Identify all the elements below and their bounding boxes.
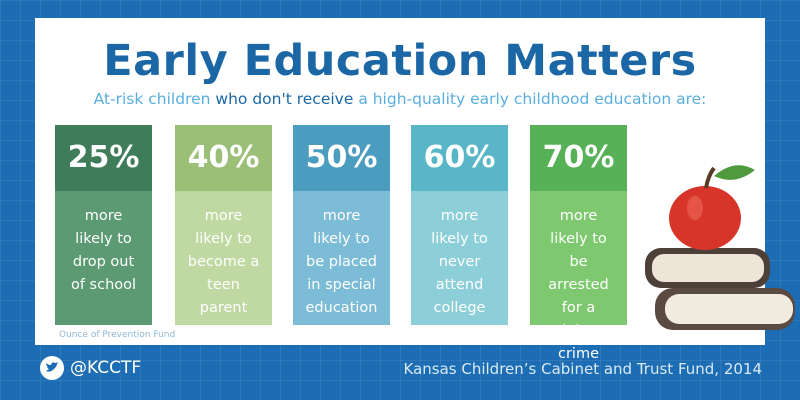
stat-card: 40% more likely to become a teen parent bbox=[175, 125, 272, 325]
subtitle-part: a high-quality early childhood education… bbox=[358, 90, 707, 108]
stat-text: more likely to be placed in special educ… bbox=[293, 191, 390, 325]
stat-text: more likely to be arrested for a violent… bbox=[530, 191, 627, 362]
panel: Early Education Matters At-risk children… bbox=[35, 18, 795, 362]
twitter-icon bbox=[40, 356, 64, 380]
credit: Kansas Children’s Cabinet and Trust Fund… bbox=[403, 360, 763, 378]
source: Ounce of Prevention Fund bbox=[59, 330, 176, 340]
stat-text: more likely to become a teen parent bbox=[175, 191, 272, 325]
stat-card: 50% more likely to be placed in special e… bbox=[293, 125, 390, 325]
apple-books-illustration bbox=[645, 165, 795, 330]
stat-text: more likely to drop out of school bbox=[55, 191, 152, 325]
stat-value: 70% bbox=[530, 125, 627, 191]
subtitle-part: At-risk children bbox=[93, 90, 211, 108]
stat-text: more likely to never attend college bbox=[411, 191, 508, 325]
stat-card: 60% more likely to never attend college bbox=[411, 125, 508, 325]
twitter-handle[interactable]: @KCCTF bbox=[70, 358, 142, 378]
stat-value: 60% bbox=[411, 125, 508, 191]
subtitle-part: who don't receive bbox=[215, 90, 354, 108]
stat-value: 50% bbox=[293, 125, 390, 191]
title: Early Education Matters bbox=[103, 36, 697, 86]
stat-card: 70% more likely to be arrested for a viol… bbox=[530, 125, 627, 362]
stat-card: 25% more likely to drop out of school bbox=[55, 125, 152, 325]
subtitle: At-risk children who don't receive a hig… bbox=[35, 90, 765, 108]
stat-value: 40% bbox=[175, 125, 272, 191]
stat-value: 25% bbox=[55, 125, 152, 191]
